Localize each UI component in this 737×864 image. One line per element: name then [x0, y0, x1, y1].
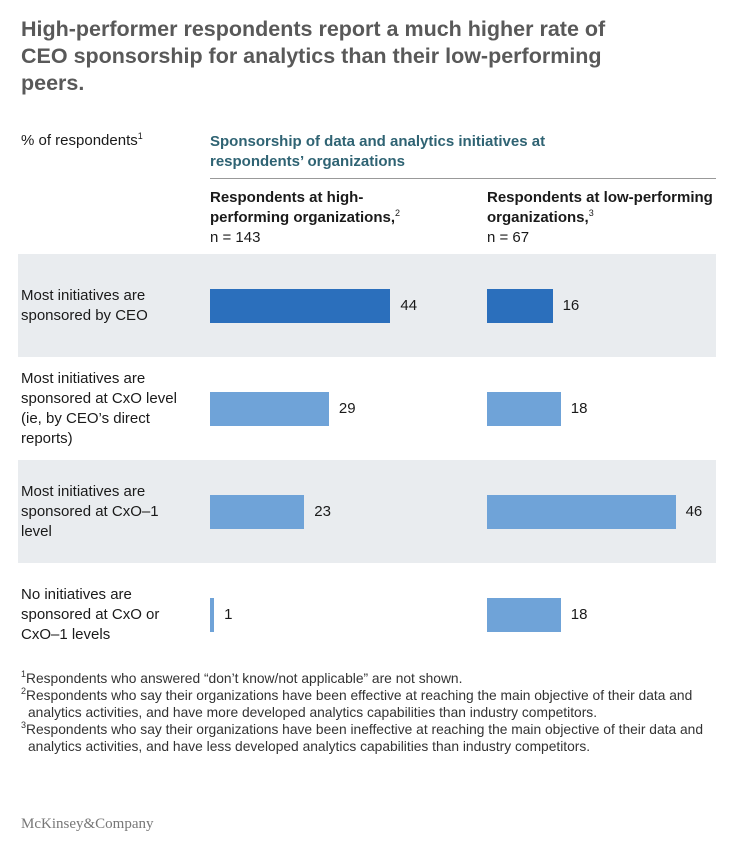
series-name: Respondents at high-performing organizat…: [210, 189, 396, 226]
footnote-text: Respondents who say their organizations …: [26, 722, 704, 754]
bar: [487, 288, 553, 323]
value-label-text: % of respondents: [21, 132, 138, 149]
series-n: n = 143: [210, 229, 261, 246]
category-label: Most initiatives are sponsored at CxO–1 …: [21, 482, 159, 540]
series-n: n = 67: [487, 229, 530, 246]
chart-title: High-performer respondents report a much…: [21, 17, 606, 95]
bar: [210, 597, 215, 632]
series-header: Respondents at low-performing organizati…: [487, 188, 717, 248]
footnote: 3Respondents who say their organizations…: [21, 721, 711, 755]
rule: [210, 178, 716, 179]
bar: [210, 494, 305, 529]
footnote-mark: 3: [588, 208, 594, 218]
footnote-mark: 1: [137, 131, 143, 141]
value-label: 29: [338, 399, 356, 417]
bar: [487, 494, 676, 529]
footnote-mark: 2: [395, 208, 401, 218]
bar: [210, 288, 391, 323]
bar: [210, 391, 329, 426]
value-label: 46: [685, 502, 703, 520]
value-label: 18: [570, 605, 588, 623]
series-name: Respondents at low-performing organizati…: [487, 189, 713, 226]
series-header: Respondents at high-performing organizat…: [210, 188, 440, 248]
value-label: 44: [400, 296, 418, 314]
value-label: 18: [570, 399, 588, 417]
bar: [487, 597, 561, 632]
footnotes: 1Respondents who answered “don’t know/no…: [21, 670, 711, 755]
footnote-mark: 1: [21, 669, 27, 679]
value-label: % of respondents1: [21, 131, 143, 150]
footnote: 2Respondents who say their organizations…: [21, 687, 711, 721]
category-label: Most initiatives are sponsored by CEO: [21, 286, 148, 324]
footnote-mark: 2: [21, 686, 27, 696]
footnote-mark: 3: [21, 720, 27, 730]
group-title: Sponsorship of data and analytics initia…: [210, 133, 546, 170]
value-label: 23: [314, 502, 331, 520]
footnote-text: Respondents who answered “don’t know/not…: [26, 671, 463, 686]
footnote: 1Respondents who answered “don’t know/no…: [21, 670, 711, 687]
value-label: 1: [224, 605, 233, 623]
source: McKinsey&Company: [21, 816, 154, 832]
category-label: No initiatives are sponsored at CxO or C…: [21, 585, 160, 643]
category-label: Most initiatives are sponsored at CxO le…: [21, 369, 177, 447]
bar: [487, 391, 561, 426]
footnote-text: Respondents who say their organizations …: [26, 688, 693, 720]
value-label: 16: [562, 296, 580, 314]
